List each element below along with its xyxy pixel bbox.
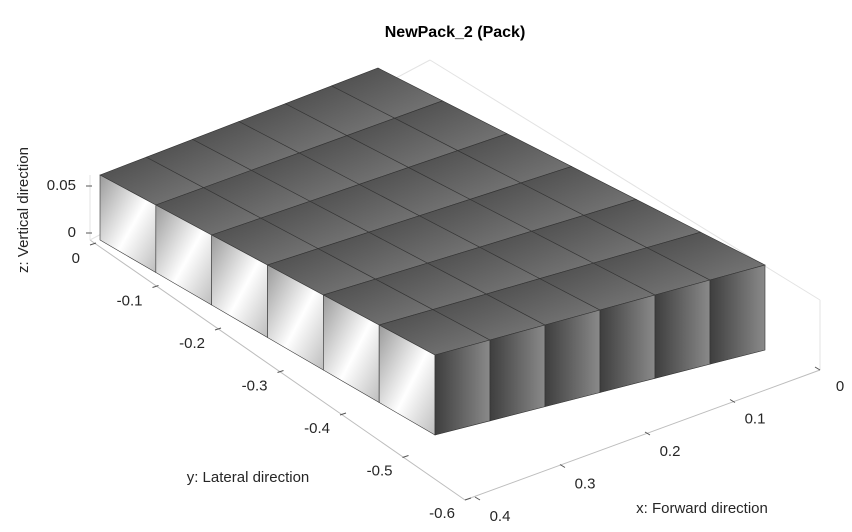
y-axis-label: y: Lateral direction [187,469,310,486]
y-tick [464,497,472,501]
y-tick [277,370,284,373]
y-tick [152,285,159,288]
cell-side [544,309,601,408]
y-tick-label: -0.4 [304,420,330,437]
y-tick-label: -0.3 [242,377,268,394]
x-tick [644,431,651,436]
cell-side [654,279,711,379]
x-tick-label: 0 [836,378,844,395]
x-tick [474,496,481,501]
y-tick-label: -0.5 [367,462,393,479]
cell-side [599,294,656,393]
x-tick-label: 0.3 [575,475,596,492]
x-tick-label: 0.2 [660,443,681,460]
y-tick [89,242,97,246]
cell-side [489,324,546,422]
y-tick-label: -0.6 [429,505,455,522]
x-tick [559,464,566,468]
y-tick-label: 0 [72,250,80,267]
z-tick-label: 0 [68,224,76,241]
z-axis-label: z: Vertical direction [15,147,32,273]
chart-title: NewPack_2 (Pack) [385,24,526,41]
x-tick [814,366,821,371]
x-tick-label: 0.4 [490,508,511,525]
y-tick [214,327,222,331]
cell-side [709,264,766,365]
z-tick-label: 0.05 [47,177,76,194]
y-tick-label: -0.2 [179,335,205,352]
y-tick-label: -0.1 [117,292,143,309]
y-tick [339,412,347,416]
x-tick [729,399,736,403]
cell-side [434,339,491,436]
y-tick [402,455,409,458]
x-axis-label: x: Forward direction [636,500,768,517]
x-tick-label: 0.1 [745,410,766,427]
